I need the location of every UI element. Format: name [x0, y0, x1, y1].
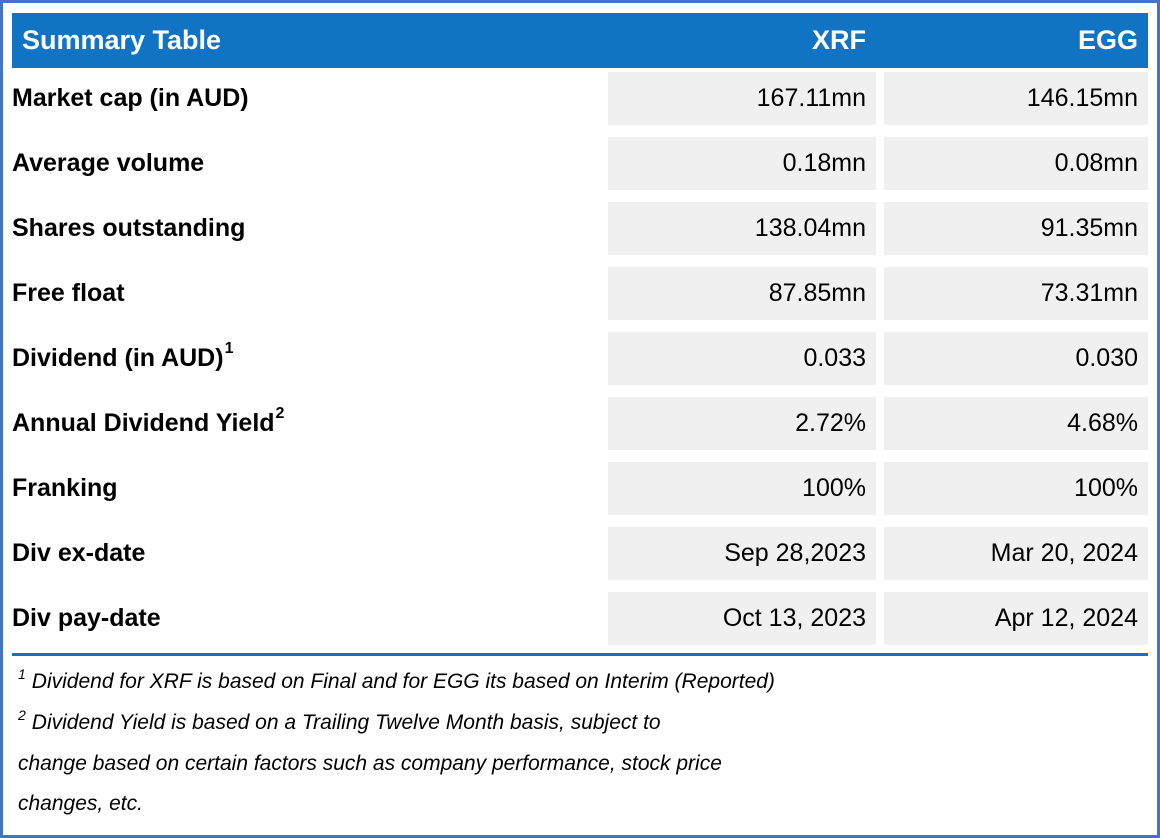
cell-egg-value: 73.31mn — [884, 267, 1148, 320]
cell-xrf-value: 2.72% — [608, 397, 876, 450]
footnote-text: Dividend for XRF is based on Final and f… — [31, 670, 775, 693]
table-row: Div ex-date Sep 28,2023 Mar 20, 2024 — [12, 527, 1148, 580]
cell-egg-value: 4.68% — [884, 397, 1148, 450]
cell-xrf-value: 100% — [608, 462, 876, 515]
table-row: Free float 87.85mn 73.31mn — [12, 267, 1148, 320]
cell-xrf-value: 0.18mn — [608, 137, 876, 190]
row-label: Average volume — [12, 137, 608, 190]
column-header-xrf: XRF — [812, 25, 866, 55]
table-title: Summary Table — [22, 25, 222, 55]
row-label-text: Average volume — [12, 149, 205, 177]
cell-xrf-value: 0.033 — [608, 332, 876, 385]
row-label: Div pay-date — [12, 592, 608, 645]
footnote-line: change based on certain factors such as … — [18, 744, 1148, 784]
footnote-line: changes, etc. — [18, 784, 1148, 824]
table-row: Dividend (in AUD) 1 0.033 0.030 — [12, 332, 1148, 385]
row-label: Franking — [12, 462, 608, 515]
summary-table-card: Summary Table XRF EGG Market cap (in AUD… — [12, 13, 1148, 824]
footnotes-block: 1 Dividend for XRF is based on Final and … — [12, 662, 1148, 824]
column-gutter — [876, 72, 884, 125]
row-label-text: Annual Dividend Yield — [12, 409, 275, 437]
table-row: Average volume 0.18mn 0.08mn — [12, 137, 1148, 190]
row-label: Market cap (in AUD) — [12, 72, 608, 125]
table-row: Franking 100% 100% — [12, 462, 1148, 515]
cell-xrf-value: 87.85mn — [608, 267, 876, 320]
cell-egg-value: 91.35mn — [884, 202, 1148, 255]
footnote-text: changes, etc. — [18, 792, 143, 815]
row-label-superscript: 1 — [224, 339, 234, 357]
row-label-text: Div ex-date — [12, 539, 146, 567]
row-label: Dividend (in AUD) 1 — [12, 332, 608, 385]
column-gutter — [876, 267, 884, 320]
row-label-text: Dividend (in AUD) — [12, 344, 224, 372]
table-header-band: Summary Table XRF EGG — [12, 13, 1148, 68]
table-row: Market cap (in AUD) 167.11mn 146.15mn — [12, 72, 1148, 125]
cell-egg-value: 0.030 — [884, 332, 1148, 385]
column-gutter — [876, 397, 884, 450]
column-header-egg: EGG — [1077, 25, 1138, 55]
footnote-line: 2 Dividend Yield is based on a Trailing T… — [18, 703, 1148, 744]
cell-egg-value: Mar 20, 2024 — [884, 527, 1148, 580]
footnote-superscript: 2 — [18, 707, 26, 723]
row-label: Shares outstanding — [12, 202, 608, 255]
table-row: Annual Dividend Yield 2 2.72% 4.68% — [12, 397, 1148, 450]
column-gutter — [876, 527, 884, 580]
row-label-text: Div pay-date — [12, 604, 161, 632]
cell-egg-value: 0.08mn — [884, 137, 1148, 190]
cell-xrf-value: 167.11mn — [608, 72, 876, 125]
cell-egg-value: 146.15mn — [884, 72, 1148, 125]
row-label: Free float — [12, 267, 608, 320]
cell-egg-value: 100% — [884, 462, 1148, 515]
column-gutter — [876, 462, 884, 515]
footnote-text: Dividend Yield is based on a Trailing Tw… — [31, 711, 661, 734]
cell-xrf-value: 138.04mn — [608, 202, 876, 255]
row-label: Div ex-date — [12, 527, 608, 580]
column-gutter — [876, 202, 884, 255]
table-row: Div pay-date Oct 13, 2023 Apr 12, 2024 — [12, 592, 1148, 645]
row-label-text: Franking — [12, 474, 118, 502]
row-label: Annual Dividend Yield 2 — [12, 397, 608, 450]
footnote-line: 1 Dividend for XRF is based on Final and … — [18, 662, 1148, 703]
column-gutter — [876, 592, 884, 645]
cell-xrf-value: Oct 13, 2023 — [608, 592, 876, 645]
cell-xrf-value: Sep 28,2023 — [608, 527, 876, 580]
cell-egg-value: Apr 12, 2024 — [884, 592, 1148, 645]
footnote-superscript: 1 — [18, 666, 26, 682]
column-gutter — [876, 332, 884, 385]
footnote-text: change based on certain factors such as … — [18, 752, 722, 775]
column-gutter — [876, 137, 884, 190]
row-label-text: Market cap (in AUD) — [12, 84, 249, 112]
table-row: Shares outstanding 138.04mn 91.35mn — [12, 202, 1148, 255]
row-label-superscript: 2 — [275, 404, 285, 422]
row-label-text: Shares outstanding — [12, 214, 246, 242]
row-label-text: Free float — [12, 279, 125, 307]
table-body: Market cap (in AUD) 167.11mn 146.15mn Avera… — [12, 72, 1148, 645]
footnote-divider — [12, 653, 1148, 656]
